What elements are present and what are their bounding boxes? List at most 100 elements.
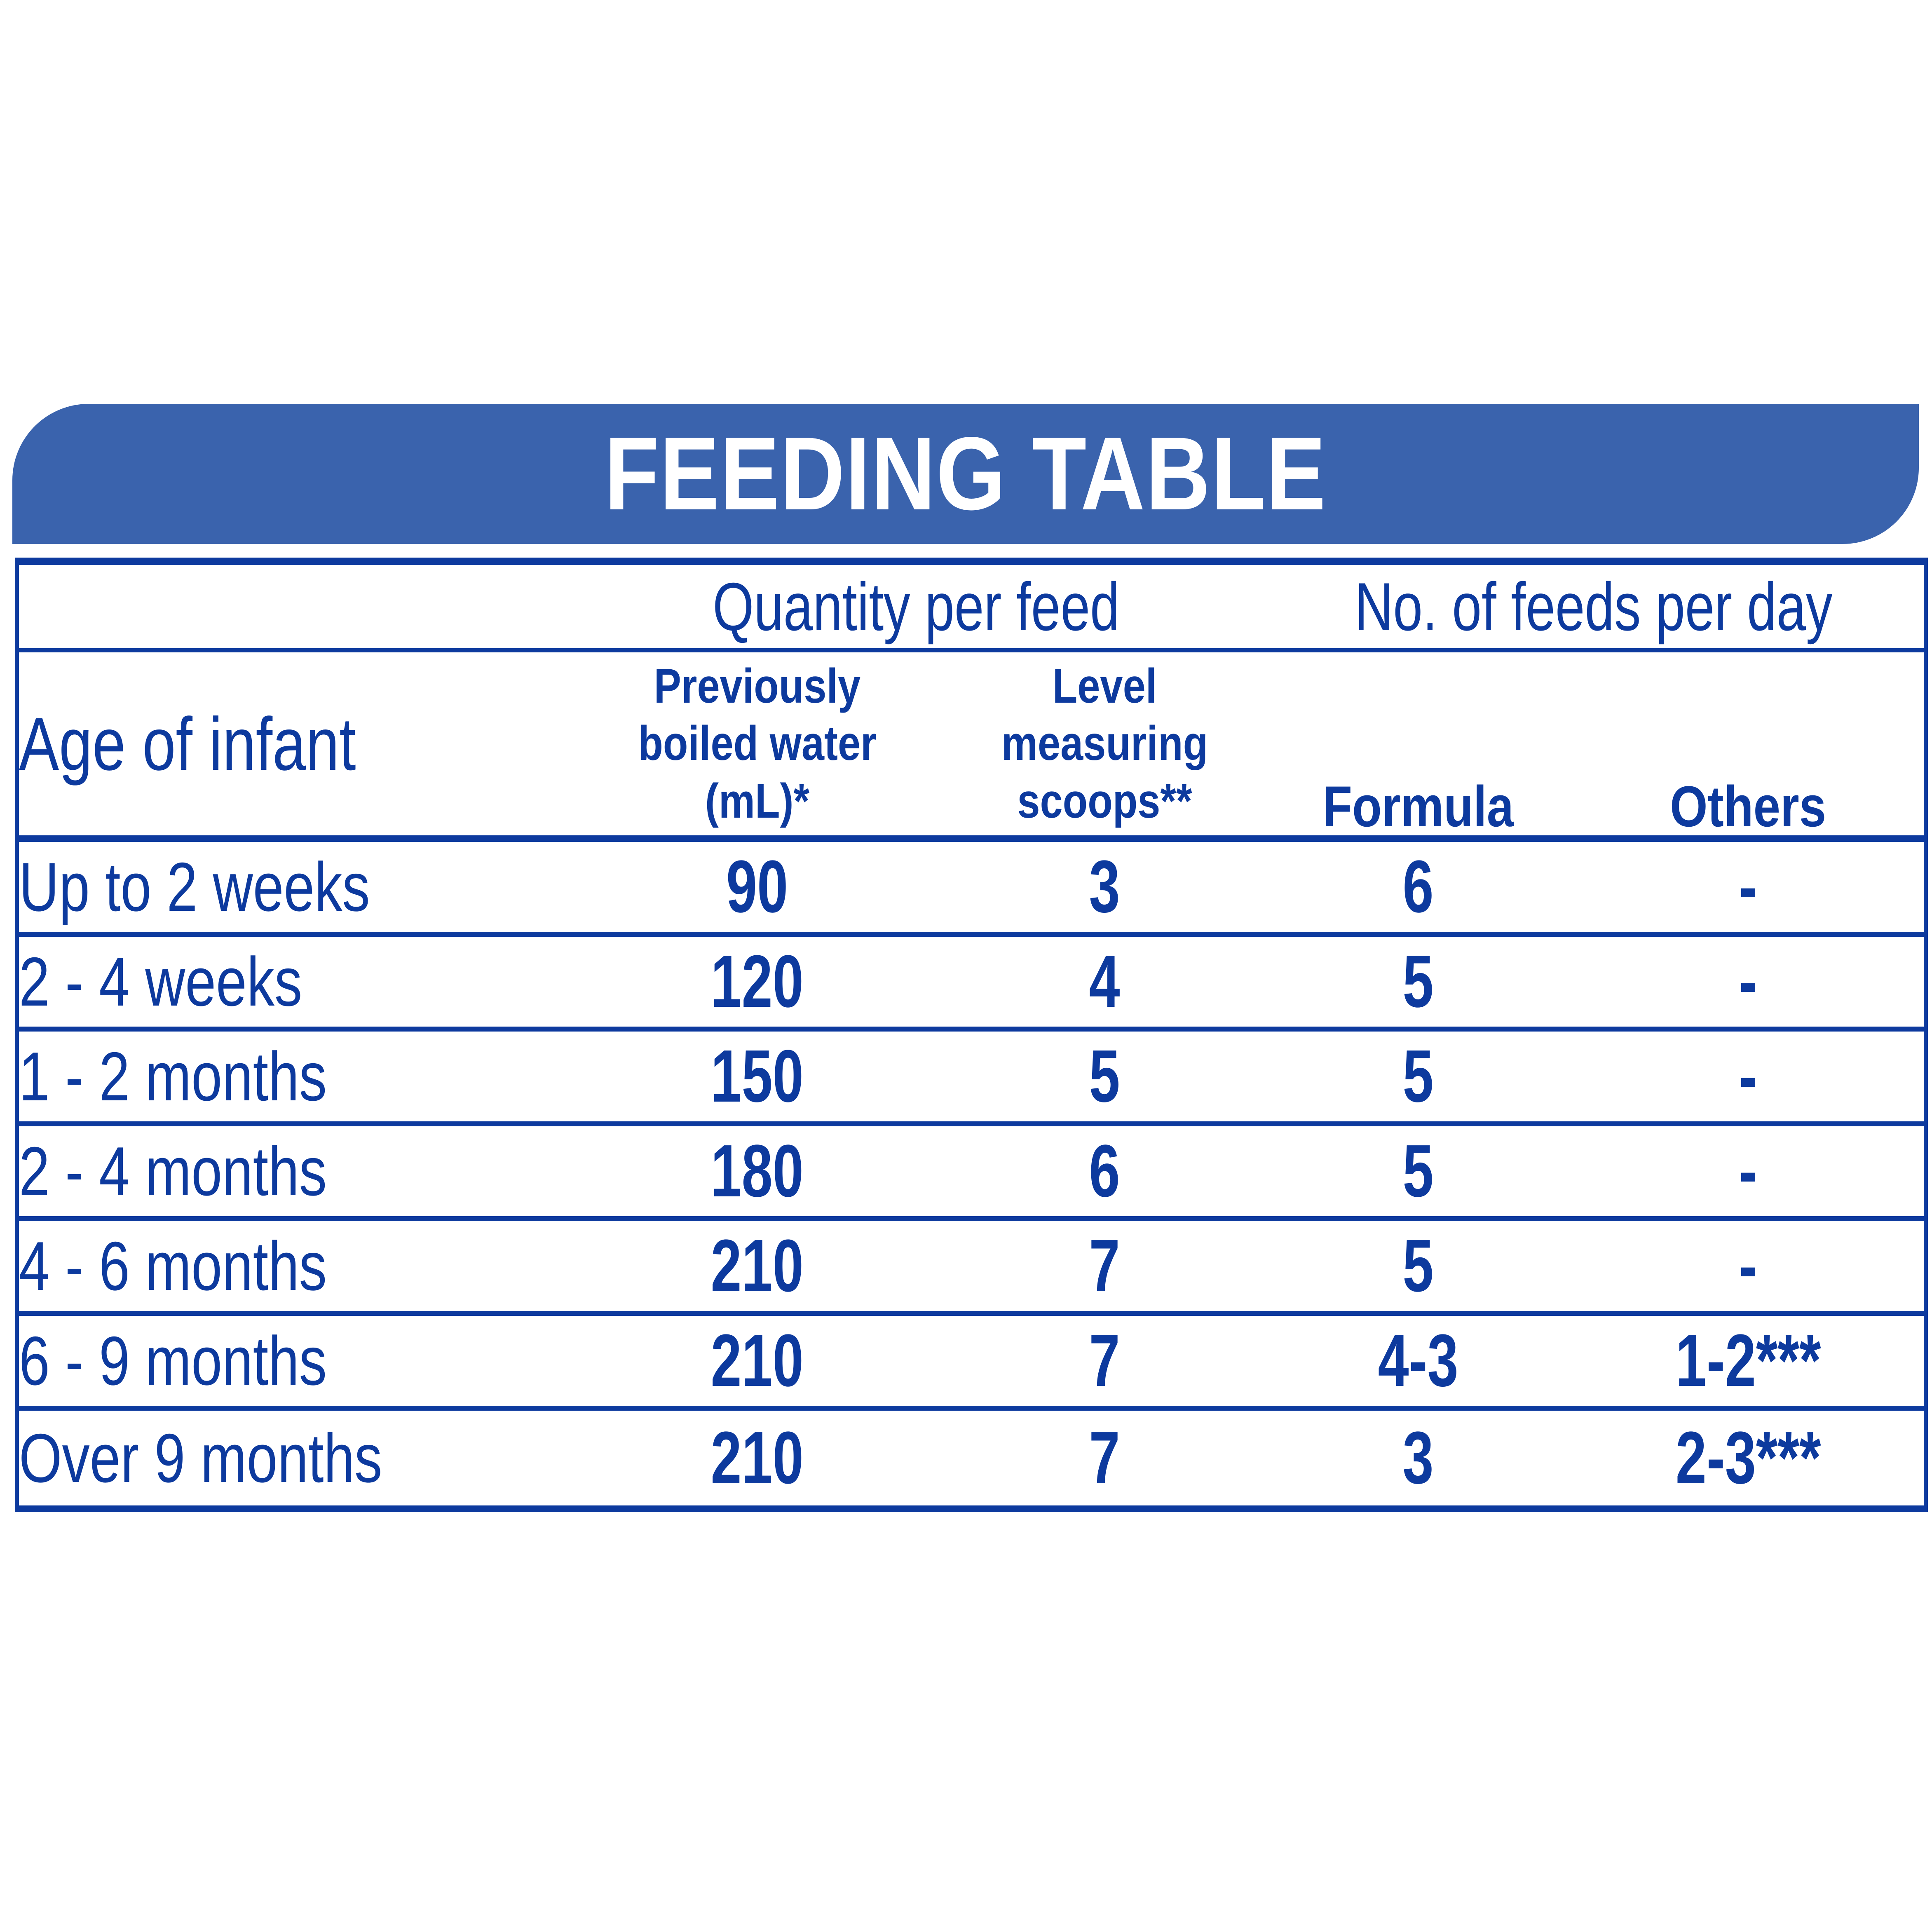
title-banner: FEEDING TABLE	[12, 404, 1919, 544]
others-value: -	[1739, 1035, 1758, 1118]
others-value: -	[1739, 1224, 1758, 1307]
age-value: Over 9 months	[19, 1419, 382, 1497]
water-value: 210	[710, 1224, 804, 1307]
others-value: 2-3***	[1675, 1416, 1821, 1499]
age-cell: 2 - 4 months	[19, 1126, 569, 1221]
water-cell: 210	[569, 1316, 946, 1411]
column-header-water-line2: boiled water	[638, 716, 877, 771]
group-header-quantity-label: Quantity per feed	[713, 568, 1120, 645]
group-header-quantity-cell: Quantity per feed	[569, 565, 1264, 652]
group-header-empty-cell	[19, 565, 569, 652]
others-cell: -	[1573, 1126, 1924, 1221]
formula-value: 5	[1402, 1035, 1434, 1118]
others-cell: -	[1573, 1032, 1924, 1126]
others-cell: -	[1573, 1221, 1924, 1316]
formula-value: 4-3	[1378, 1319, 1458, 1402]
age-value: 2 - 4 months	[19, 1132, 327, 1210]
formula-value: 6	[1402, 845, 1434, 928]
scoops-cell: 3	[946, 842, 1264, 937]
others-cell: -	[1573, 842, 1924, 937]
others-value: -	[1739, 1130, 1758, 1212]
formula-cell: 3	[1264, 1411, 1573, 1505]
others-value: -	[1739, 940, 1758, 1023]
column-header-scoops-line2: measuring	[1001, 716, 1208, 771]
column-header-others-label: Others	[1670, 774, 1826, 839]
formula-value: 5	[1402, 1224, 1434, 1307]
formula-cell: 5	[1264, 1126, 1573, 1221]
group-header-row: Quantity per feed No. of feeds per day	[19, 565, 1924, 652]
age-cell: 2 - 4 weeks	[19, 937, 569, 1032]
formula-value: 3	[1402, 1416, 1434, 1499]
others-cell: -	[1573, 937, 1924, 1032]
water-value: 210	[710, 1319, 804, 1402]
column-header-formula-label: Formula	[1322, 774, 1514, 839]
water-value: 180	[710, 1130, 804, 1212]
table-row: Over 9 months 210 7 3 2-3***	[19, 1411, 1924, 1505]
others-value: 1-2***	[1675, 1319, 1821, 1402]
others-cell: 1-2***	[1573, 1316, 1924, 1411]
scoops-value: 7	[1089, 1416, 1121, 1499]
water-value: 210	[710, 1416, 804, 1499]
formula-cell: 5	[1264, 1032, 1573, 1126]
scoops-cell: 5	[946, 1032, 1264, 1126]
water-value: 90	[726, 845, 788, 928]
water-cell: 210	[569, 1221, 946, 1316]
formula-cell: 5	[1264, 937, 1573, 1032]
water-value: 150	[710, 1035, 804, 1118]
table-row: 4 - 6 months 210 7 5 -	[19, 1221, 1924, 1316]
group-header-feeds-cell: No. of feeds per day	[1264, 565, 1924, 652]
age-value: Up to 2 weeks	[19, 848, 370, 926]
age-value: 2 - 4 weeks	[19, 943, 302, 1020]
group-header-feeds-label: No. of feeds per day	[1355, 568, 1833, 645]
table-row: 1 - 2 months 150 5 5 -	[19, 1032, 1924, 1126]
scoops-cell: 6	[946, 1126, 1264, 1221]
age-cell: Up to 2 weeks	[19, 842, 569, 937]
column-header-scoops-line3: scoops**	[1017, 774, 1192, 828]
others-cell: 2-3***	[1573, 1411, 1924, 1505]
age-value: 4 - 6 months	[19, 1227, 327, 1305]
scoops-value: 3	[1089, 845, 1121, 928]
water-cell: 180	[569, 1126, 946, 1221]
scoops-cell: 7	[946, 1411, 1264, 1505]
others-value: -	[1739, 845, 1758, 928]
column-header-water-cell: Previously boiled water (mL)*	[569, 652, 946, 842]
formula-value: 5	[1402, 1130, 1434, 1212]
age-cell: Over 9 months	[19, 1411, 569, 1505]
column-header-water-line1: Previously	[654, 659, 861, 714]
formula-cell: 5	[1264, 1221, 1573, 1316]
table-row: 2 - 4 months 180 6 5 -	[19, 1126, 1924, 1221]
page-title: FEEDING TABLE	[604, 416, 1327, 532]
table-row: Up to 2 weeks 90 3 6 -	[19, 842, 1924, 937]
column-header-scoops-cell: Level measuring scoops**	[946, 652, 1264, 842]
column-header-scoops-line1: Level	[1052, 659, 1157, 714]
water-cell: 120	[569, 937, 946, 1032]
column-header-age-cell: Age of infant	[19, 652, 569, 842]
water-cell: 150	[569, 1032, 946, 1126]
age-cell: 6 - 9 months	[19, 1316, 569, 1411]
formula-cell: 6	[1264, 842, 1573, 937]
scoops-value: 4	[1089, 940, 1121, 1023]
scoops-cell: 4	[946, 937, 1264, 1032]
age-cell: 1 - 2 months	[19, 1032, 569, 1126]
scoops-cell: 7	[946, 1316, 1264, 1411]
water-cell: 90	[569, 842, 946, 937]
table-row: 2 - 4 weeks 120 4 5 -	[19, 937, 1924, 1032]
column-header-water-line3: (mL)*	[705, 774, 810, 828]
scoops-value: 7	[1089, 1319, 1121, 1402]
formula-value: 5	[1402, 940, 1434, 1023]
age-value: 1 - 2 months	[19, 1038, 327, 1115]
feeding-table: Quantity per feed No. of feeds per day A…	[15, 558, 1928, 1512]
column-header-formula-cell: Formula	[1264, 652, 1573, 842]
age-cell: 4 - 6 months	[19, 1221, 569, 1316]
scoops-cell: 7	[946, 1221, 1264, 1316]
column-header-others-cell: Others	[1573, 652, 1924, 842]
scoops-value: 7	[1089, 1224, 1121, 1307]
age-value: 6 - 9 months	[19, 1322, 327, 1400]
column-header-age-label: Age of infant	[19, 702, 356, 786]
scoops-value: 6	[1089, 1130, 1121, 1212]
table-row: 6 - 9 months 210 7 4-3 1-2***	[19, 1316, 1924, 1411]
water-value: 120	[710, 940, 804, 1023]
scoops-value: 5	[1089, 1035, 1121, 1118]
water-cell: 210	[569, 1411, 946, 1505]
